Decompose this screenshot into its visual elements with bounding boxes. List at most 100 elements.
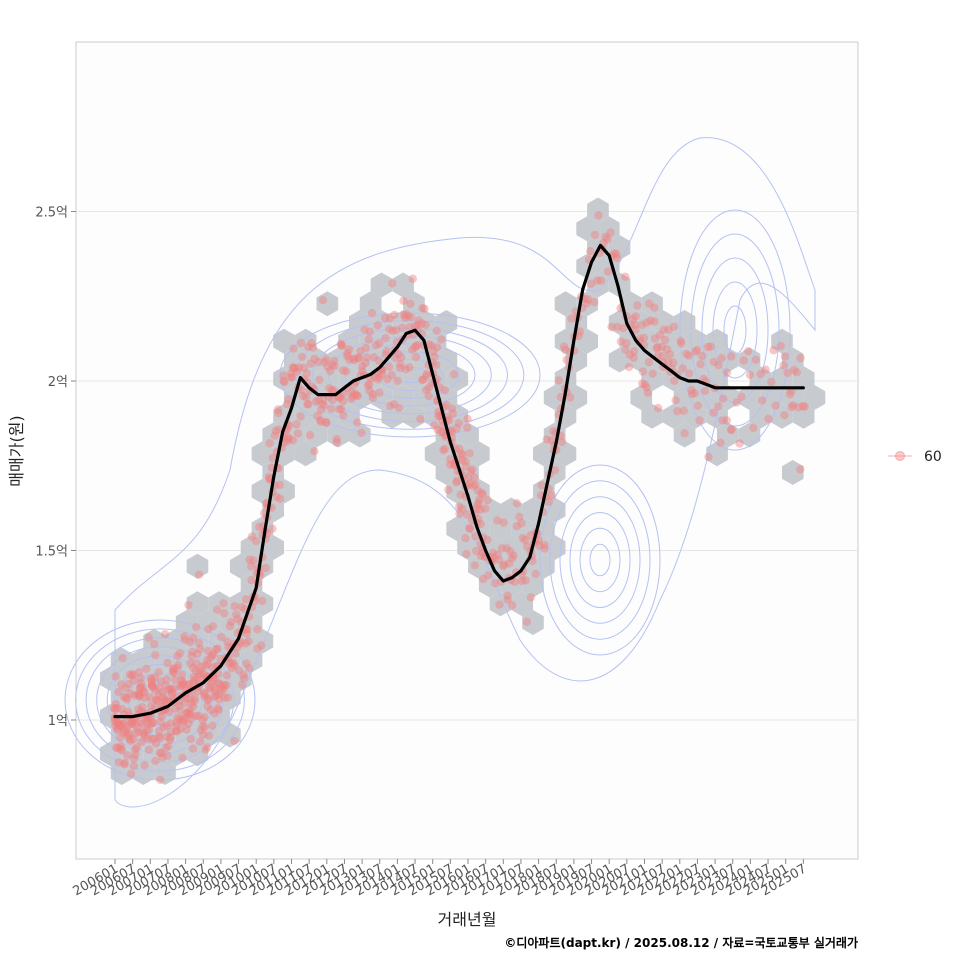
scatter-point bbox=[140, 688, 149, 697]
scatter-point bbox=[181, 712, 190, 721]
scatter-point bbox=[129, 676, 138, 685]
scatter-point bbox=[471, 532, 480, 541]
scatter-point bbox=[271, 426, 280, 435]
scatter-point bbox=[152, 695, 161, 704]
scatter-point bbox=[185, 705, 194, 715]
scatter-point bbox=[193, 649, 202, 658]
scatter-point bbox=[650, 317, 659, 326]
scatter-point bbox=[476, 551, 486, 560]
scatter-point bbox=[170, 675, 180, 685]
scatter-point bbox=[222, 637, 232, 646]
legend-label: 60 bbox=[924, 449, 942, 465]
scatter-point bbox=[470, 561, 479, 570]
legend: 60 bbox=[888, 449, 942, 465]
hexbin-cell bbox=[186, 666, 209, 692]
scatter-point bbox=[386, 401, 395, 411]
scatter-point bbox=[199, 669, 208, 678]
scatter-point bbox=[286, 369, 296, 378]
scatter-point bbox=[468, 481, 478, 491]
scatter-point bbox=[780, 411, 789, 420]
scatter-point bbox=[380, 313, 390, 323]
scatter-point bbox=[456, 490, 465, 499]
scatter-point bbox=[657, 342, 667, 352]
hexbin-cell bbox=[305, 347, 328, 373]
scatter-point bbox=[145, 693, 155, 702]
hexbin-cell bbox=[760, 385, 782, 410]
hexbin-cell bbox=[305, 422, 328, 448]
scatter-point bbox=[458, 504, 467, 513]
scatter-point bbox=[167, 688, 177, 697]
scatter-point bbox=[371, 341, 381, 350]
hexbin-cell bbox=[554, 366, 577, 392]
scatter-point bbox=[367, 308, 377, 318]
scatter-point bbox=[347, 394, 356, 403]
scatter-point bbox=[390, 353, 399, 362]
scatter-point bbox=[706, 342, 715, 351]
scatter-point bbox=[377, 369, 387, 379]
hexbin-cell bbox=[641, 403, 663, 429]
scatter-point bbox=[162, 732, 171, 741]
scatter-point bbox=[225, 621, 235, 631]
scatter-point bbox=[164, 685, 173, 694]
scatter-point bbox=[653, 403, 663, 413]
hexbin-cell bbox=[533, 441, 555, 467]
scatter-point bbox=[439, 428, 448, 437]
hexbin-cell bbox=[392, 272, 414, 298]
density-contour bbox=[138, 681, 182, 719]
scatter-point bbox=[650, 303, 659, 312]
scatter-point bbox=[420, 304, 429, 313]
hexbin-cell bbox=[662, 328, 685, 354]
scatter-point bbox=[349, 354, 358, 363]
scatter-point bbox=[465, 449, 474, 458]
scatter-point bbox=[134, 727, 144, 737]
scatter-point bbox=[136, 682, 145, 691]
scatter-point bbox=[421, 320, 430, 329]
hexbin-cell bbox=[251, 628, 274, 654]
scatter-point bbox=[357, 366, 367, 375]
scatter-point bbox=[116, 733, 125, 742]
hexbin-cell bbox=[132, 685, 155, 710]
scatter-point bbox=[396, 359, 405, 369]
scatter-point bbox=[279, 371, 288, 380]
scatter-point bbox=[292, 367, 302, 376]
scatter-point bbox=[214, 705, 223, 715]
hexbin-cell bbox=[273, 328, 295, 354]
scatter-point bbox=[517, 576, 527, 586]
scatter-point bbox=[433, 425, 442, 434]
scatter-point bbox=[230, 661, 239, 670]
scatter-point bbox=[165, 685, 175, 694]
scatter-point bbox=[244, 637, 253, 646]
scatter-point bbox=[198, 722, 208, 731]
density-contour bbox=[85, 637, 235, 763]
scatter-point bbox=[606, 228, 615, 237]
scatter-point bbox=[241, 595, 251, 604]
scatter-point bbox=[178, 753, 187, 762]
scatter-point bbox=[146, 674, 155, 683]
scatter-point bbox=[320, 357, 329, 367]
scatter-point bbox=[201, 689, 210, 699]
scatter-point bbox=[396, 353, 406, 362]
hexbin-cell bbox=[349, 422, 371, 448]
scatter-point bbox=[631, 312, 640, 321]
scatter-point bbox=[350, 355, 359, 365]
scatter-point bbox=[327, 385, 337, 395]
scatter-point bbox=[557, 437, 567, 447]
scatter-point bbox=[357, 428, 366, 437]
scatter-point bbox=[216, 632, 226, 642]
scatter-point bbox=[239, 670, 248, 680]
scatter-point bbox=[343, 351, 352, 361]
scatter-point bbox=[442, 400, 451, 410]
scatter-point bbox=[160, 630, 170, 639]
scatter-point bbox=[629, 353, 638, 363]
scatter-point bbox=[283, 433, 293, 442]
scatter-point bbox=[522, 617, 531, 626]
hexbin-cell bbox=[316, 291, 339, 317]
scatter-point bbox=[440, 386, 449, 395]
scatter-point bbox=[125, 729, 134, 739]
scatter-point bbox=[206, 705, 215, 715]
scatter-point bbox=[468, 465, 477, 474]
scatter-point bbox=[335, 394, 344, 403]
scatter-point bbox=[630, 320, 640, 329]
hexbin-cell bbox=[511, 591, 533, 617]
scatter-point bbox=[332, 435, 341, 444]
